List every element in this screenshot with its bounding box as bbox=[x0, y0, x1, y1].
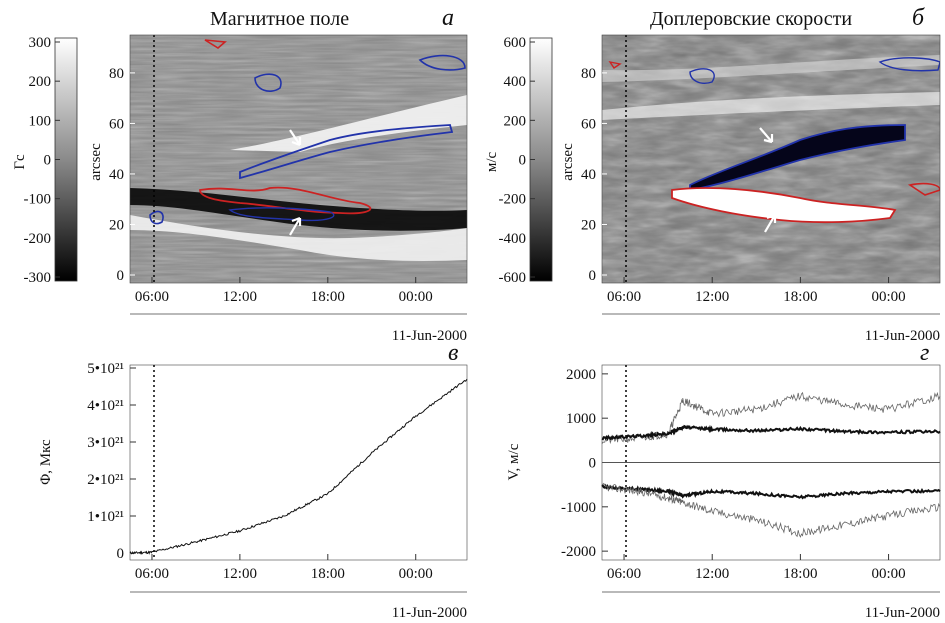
panel-b-colorbar-label: м/с bbox=[484, 152, 500, 173]
x-tick-label: 00:00 bbox=[871, 566, 905, 582]
y-tick-label: 4•10²¹ bbox=[87, 398, 124, 414]
y-tick-label: 1000 bbox=[566, 411, 596, 427]
y-tick-label: 1•10²¹ bbox=[87, 509, 124, 525]
x-tick-label: 06:00 bbox=[607, 289, 641, 305]
y-tick-label: 0 bbox=[589, 456, 597, 472]
velocity-series-line bbox=[601, 483, 941, 500]
x-tick-label: 06:00 bbox=[135, 289, 169, 305]
colorbar-tick-label: -200 bbox=[499, 192, 527, 208]
velocity-series-line bbox=[601, 424, 941, 441]
panel-v-y-ticks: 0 1•10²¹ 2•10²¹ 3•10²¹ 4•10²¹ 5•10²¹ bbox=[87, 361, 136, 562]
panel-v-x-ticks: 06:00 12:00 18:00 00:00 bbox=[135, 554, 433, 582]
colorbar-tick-label: -200 bbox=[24, 231, 52, 247]
panel-a-date: 11-Jun-2000 bbox=[392, 328, 467, 344]
x-tick-label: 12:00 bbox=[223, 289, 257, 305]
colorbar-tick-label: 200 bbox=[29, 74, 52, 90]
y-tick-label: 0 bbox=[117, 268, 125, 284]
panel-a-colorbar-label: Гс bbox=[12, 154, 28, 170]
panel-a-x-ticks: 06:00 12:00 18:00 00:00 bbox=[135, 277, 433, 305]
x-tick-label: 18:00 bbox=[783, 289, 817, 305]
colorbar-tick-label: -600 bbox=[499, 270, 527, 286]
y-tick-label: 0 bbox=[589, 268, 597, 284]
x-tick-label: 06:00 bbox=[135, 566, 169, 582]
panel-b-date: 11-Jun-2000 bbox=[865, 328, 940, 344]
panel-g-ylabel: V, м/с bbox=[506, 443, 522, 480]
panel-a-ylabel: arcsec bbox=[88, 143, 104, 181]
x-tick-label: 06:00 bbox=[607, 566, 641, 582]
y-tick-label: -2000 bbox=[561, 544, 596, 560]
panel-v-series bbox=[129, 378, 468, 555]
panel-b-y-ticks: 0 20 40 60 80 bbox=[581, 66, 607, 284]
panel-a-heatmap bbox=[130, 35, 467, 283]
colorbar-tick-label: 0 bbox=[519, 153, 527, 169]
y-tick-label: 20 bbox=[109, 217, 124, 233]
panel-b-letter: б bbox=[912, 5, 925, 31]
y-tick-label: 80 bbox=[109, 66, 124, 82]
x-tick-label: 12:00 bbox=[695, 566, 729, 582]
panel-a-title: Магнитное поле bbox=[210, 8, 349, 30]
x-tick-label: 18:00 bbox=[311, 566, 345, 582]
panel-b-title: Доплеровские скорости bbox=[650, 8, 852, 30]
colorbar-tick-label: -300 bbox=[24, 270, 52, 286]
panel-g-letter: г bbox=[920, 340, 929, 366]
panel-g-y-ticks: 2000 1000 0 -1000 -2000 bbox=[561, 367, 608, 560]
panel-b: Доплеровские скорости б м/с 6004002000-2… bbox=[484, 5, 941, 344]
panel-v-date: 11-Jun-2000 bbox=[392, 605, 467, 621]
panel-b-x-ticks: 06:00 12:00 18:00 00:00 bbox=[607, 277, 906, 305]
y-tick-label: 40 bbox=[109, 167, 124, 183]
panel-v: в 0 1•10²¹ 2•10²¹ 3•10²¹ 4•10²¹ 5•10²¹ Φ, Мкс… bbox=[38, 340, 468, 621]
y-tick-label: 80 bbox=[581, 66, 596, 82]
colorbar-tick-label: -100 bbox=[24, 192, 52, 208]
panel-a-letter: а bbox=[442, 5, 454, 31]
panel-v-ylabel: Φ, Мкс bbox=[38, 439, 54, 485]
colorbar-tick-label: 100 bbox=[29, 113, 52, 129]
y-tick-label: 3•10²¹ bbox=[87, 435, 124, 451]
x-tick-label: 12:00 bbox=[223, 566, 257, 582]
panel-b-colorbar-ticks: 600 400 200 0 -200 -400 -600 bbox=[499, 35, 535, 286]
panel-b-heatmap bbox=[602, 35, 940, 283]
flux-series-line bbox=[129, 378, 468, 555]
velocity-series-line bbox=[601, 391, 941, 445]
x-tick-label: 12:00 bbox=[695, 289, 729, 305]
y-tick-label: 60 bbox=[581, 116, 596, 132]
y-tick-label: -1000 bbox=[561, 500, 596, 516]
panel-b-ylabel: arcsec bbox=[560, 143, 576, 181]
x-tick-label: 00:00 bbox=[399, 566, 433, 582]
colorbar-tick-label: 0 bbox=[44, 153, 52, 169]
panel-g-x-ticks: 06:00 12:00 18:00 00:00 bbox=[607, 554, 906, 582]
colorbar-tick-label: -400 bbox=[499, 231, 527, 247]
x-tick-label: 00:00 bbox=[871, 289, 905, 305]
y-tick-label: 0 bbox=[117, 546, 125, 562]
panel-a-y-ticks: 0 20 40 60 80 bbox=[109, 66, 135, 284]
panel-g-date: 11-Jun-2000 bbox=[865, 605, 940, 621]
panel-v-letter: в bbox=[448, 340, 458, 366]
y-tick-label: 5•10²¹ bbox=[87, 361, 124, 377]
y-tick-label: 20 bbox=[581, 217, 596, 233]
panel-v-frame bbox=[129, 364, 468, 561]
x-tick-label: 00:00 bbox=[399, 289, 433, 305]
panel-a-colorbar-ticks: 300 200 100 0 -100 -200 -300 bbox=[24, 35, 60, 286]
velocity-series-line bbox=[601, 482, 941, 538]
colorbar-tick-label: 400 bbox=[504, 74, 527, 90]
panel-g-series bbox=[601, 391, 941, 538]
y-tick-label: 40 bbox=[581, 167, 596, 183]
colorbar-tick-label: 200 bbox=[504, 113, 527, 129]
colorbar-tick-label: 300 bbox=[29, 35, 52, 51]
y-tick-label: 60 bbox=[109, 116, 124, 132]
panel-a: Магнитное поле а Гс 3002001000-100-200-3… bbox=[12, 5, 468, 344]
x-tick-label: 18:00 bbox=[783, 566, 817, 582]
x-tick-label: 18:00 bbox=[311, 289, 345, 305]
y-tick-label: 2•10²¹ bbox=[87, 472, 124, 488]
colorbar-tick-label: 600 bbox=[504, 35, 527, 51]
panel-g: г 2000 1000 0 -1000 -2000 V, м/с 06:00 12:00 1… bbox=[506, 340, 941, 621]
y-tick-label: 2000 bbox=[566, 367, 596, 383]
